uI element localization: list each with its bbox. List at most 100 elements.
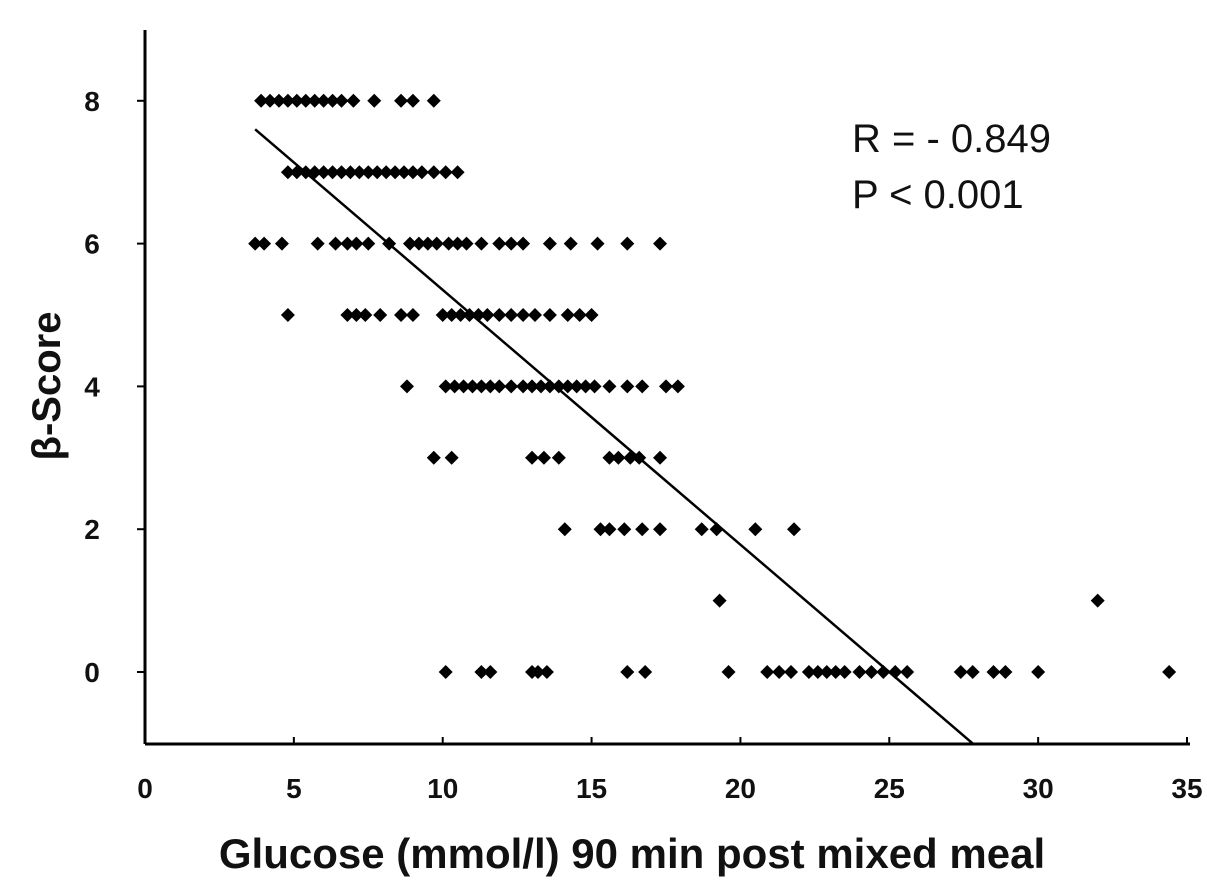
y-tick-label: 4 <box>84 371 100 402</box>
data-point <box>340 308 355 322</box>
data-point <box>263 93 278 108</box>
data-point <box>271 93 286 108</box>
data-point <box>810 665 825 679</box>
data-point <box>414 165 429 180</box>
data-point <box>504 308 519 322</box>
data-point <box>370 165 385 180</box>
data-point <box>254 93 269 108</box>
data-point <box>670 379 685 394</box>
data-point <box>533 379 548 394</box>
data-point <box>444 308 459 322</box>
data-point <box>361 165 376 180</box>
annotation-r-value: R = - 0.849 <box>852 117 1051 161</box>
data-point <box>459 236 474 251</box>
trend-line <box>254 128 974 745</box>
y-tick-label: 0 <box>84 657 100 688</box>
data-point <box>367 93 382 108</box>
data-point <box>560 308 575 322</box>
data-point <box>340 236 355 251</box>
x-tick-label: 35 <box>1171 773 1202 804</box>
data-point <box>900 665 915 679</box>
data-point <box>852 665 867 679</box>
annotation-p-value: P < 0.001 <box>852 173 1024 217</box>
data-point <box>343 165 358 180</box>
data-points <box>248 93 1177 679</box>
data-point <box>402 236 417 251</box>
data-point <box>653 450 668 465</box>
data-point <box>635 522 650 537</box>
x-axis-title: Glucose (mmol/l) 90 min post mixed meal <box>219 830 1045 877</box>
data-point <box>316 93 331 108</box>
data-point <box>748 522 763 537</box>
data-point <box>617 522 632 537</box>
data-point <box>346 93 361 108</box>
data-point <box>528 308 543 322</box>
y-tick-label: 6 <box>84 229 100 260</box>
data-point <box>483 379 498 394</box>
data-point <box>399 379 414 394</box>
data-point <box>411 236 426 251</box>
data-point <box>450 165 465 180</box>
y-ticks: 0 2 4 6 8 <box>84 86 145 688</box>
data-point <box>280 308 295 322</box>
data-point <box>620 379 635 394</box>
data-point <box>438 379 453 394</box>
data-point <box>536 450 551 465</box>
data-point <box>349 236 364 251</box>
data-point <box>492 236 507 251</box>
data-point <box>394 93 409 108</box>
x-tick-label: 20 <box>725 773 756 804</box>
data-point <box>474 665 489 679</box>
data-point <box>426 165 441 180</box>
data-point <box>539 665 554 679</box>
data-point <box>1162 665 1177 679</box>
data-point <box>405 93 420 108</box>
data-point <box>441 236 456 251</box>
data-point <box>438 665 453 679</box>
data-point <box>257 236 272 251</box>
data-point <box>504 379 519 394</box>
data-point <box>325 165 340 180</box>
data-point <box>328 236 343 251</box>
data-point <box>349 308 364 322</box>
data-point <box>551 379 566 394</box>
data-point <box>563 236 578 251</box>
data-point <box>248 236 263 251</box>
data-point <box>787 522 802 537</box>
data-point <box>611 450 626 465</box>
data-point <box>379 165 394 180</box>
data-point <box>453 308 468 322</box>
data-point <box>659 379 673 394</box>
data-point <box>530 665 545 679</box>
data-point <box>772 665 787 679</box>
x-tick-label: 25 <box>874 773 905 804</box>
y-axis-title: β-Score <box>25 312 69 461</box>
data-point <box>721 665 736 679</box>
data-point <box>602 522 617 537</box>
data-point <box>310 236 325 251</box>
data-point <box>653 522 668 537</box>
data-point <box>429 236 444 251</box>
data-point <box>542 236 557 251</box>
data-point <box>298 93 313 108</box>
y-tick-label: 8 <box>84 86 100 117</box>
data-point <box>289 93 304 108</box>
data-point <box>638 665 653 679</box>
data-point <box>388 165 403 180</box>
data-point <box>405 165 420 180</box>
data-point <box>280 165 295 180</box>
data-point <box>405 308 420 322</box>
data-point <box>316 165 331 180</box>
data-point <box>620 665 635 679</box>
data-point <box>584 308 599 322</box>
data-point <box>551 450 566 465</box>
data-point <box>307 93 322 108</box>
data-point <box>447 379 462 394</box>
x-ticks: 0 5 10 15 20 25 30 35 <box>137 737 1203 804</box>
data-point <box>1090 593 1105 608</box>
data-point <box>593 522 608 537</box>
data-point <box>274 236 289 251</box>
data-point <box>653 236 668 251</box>
data-point <box>569 379 584 394</box>
